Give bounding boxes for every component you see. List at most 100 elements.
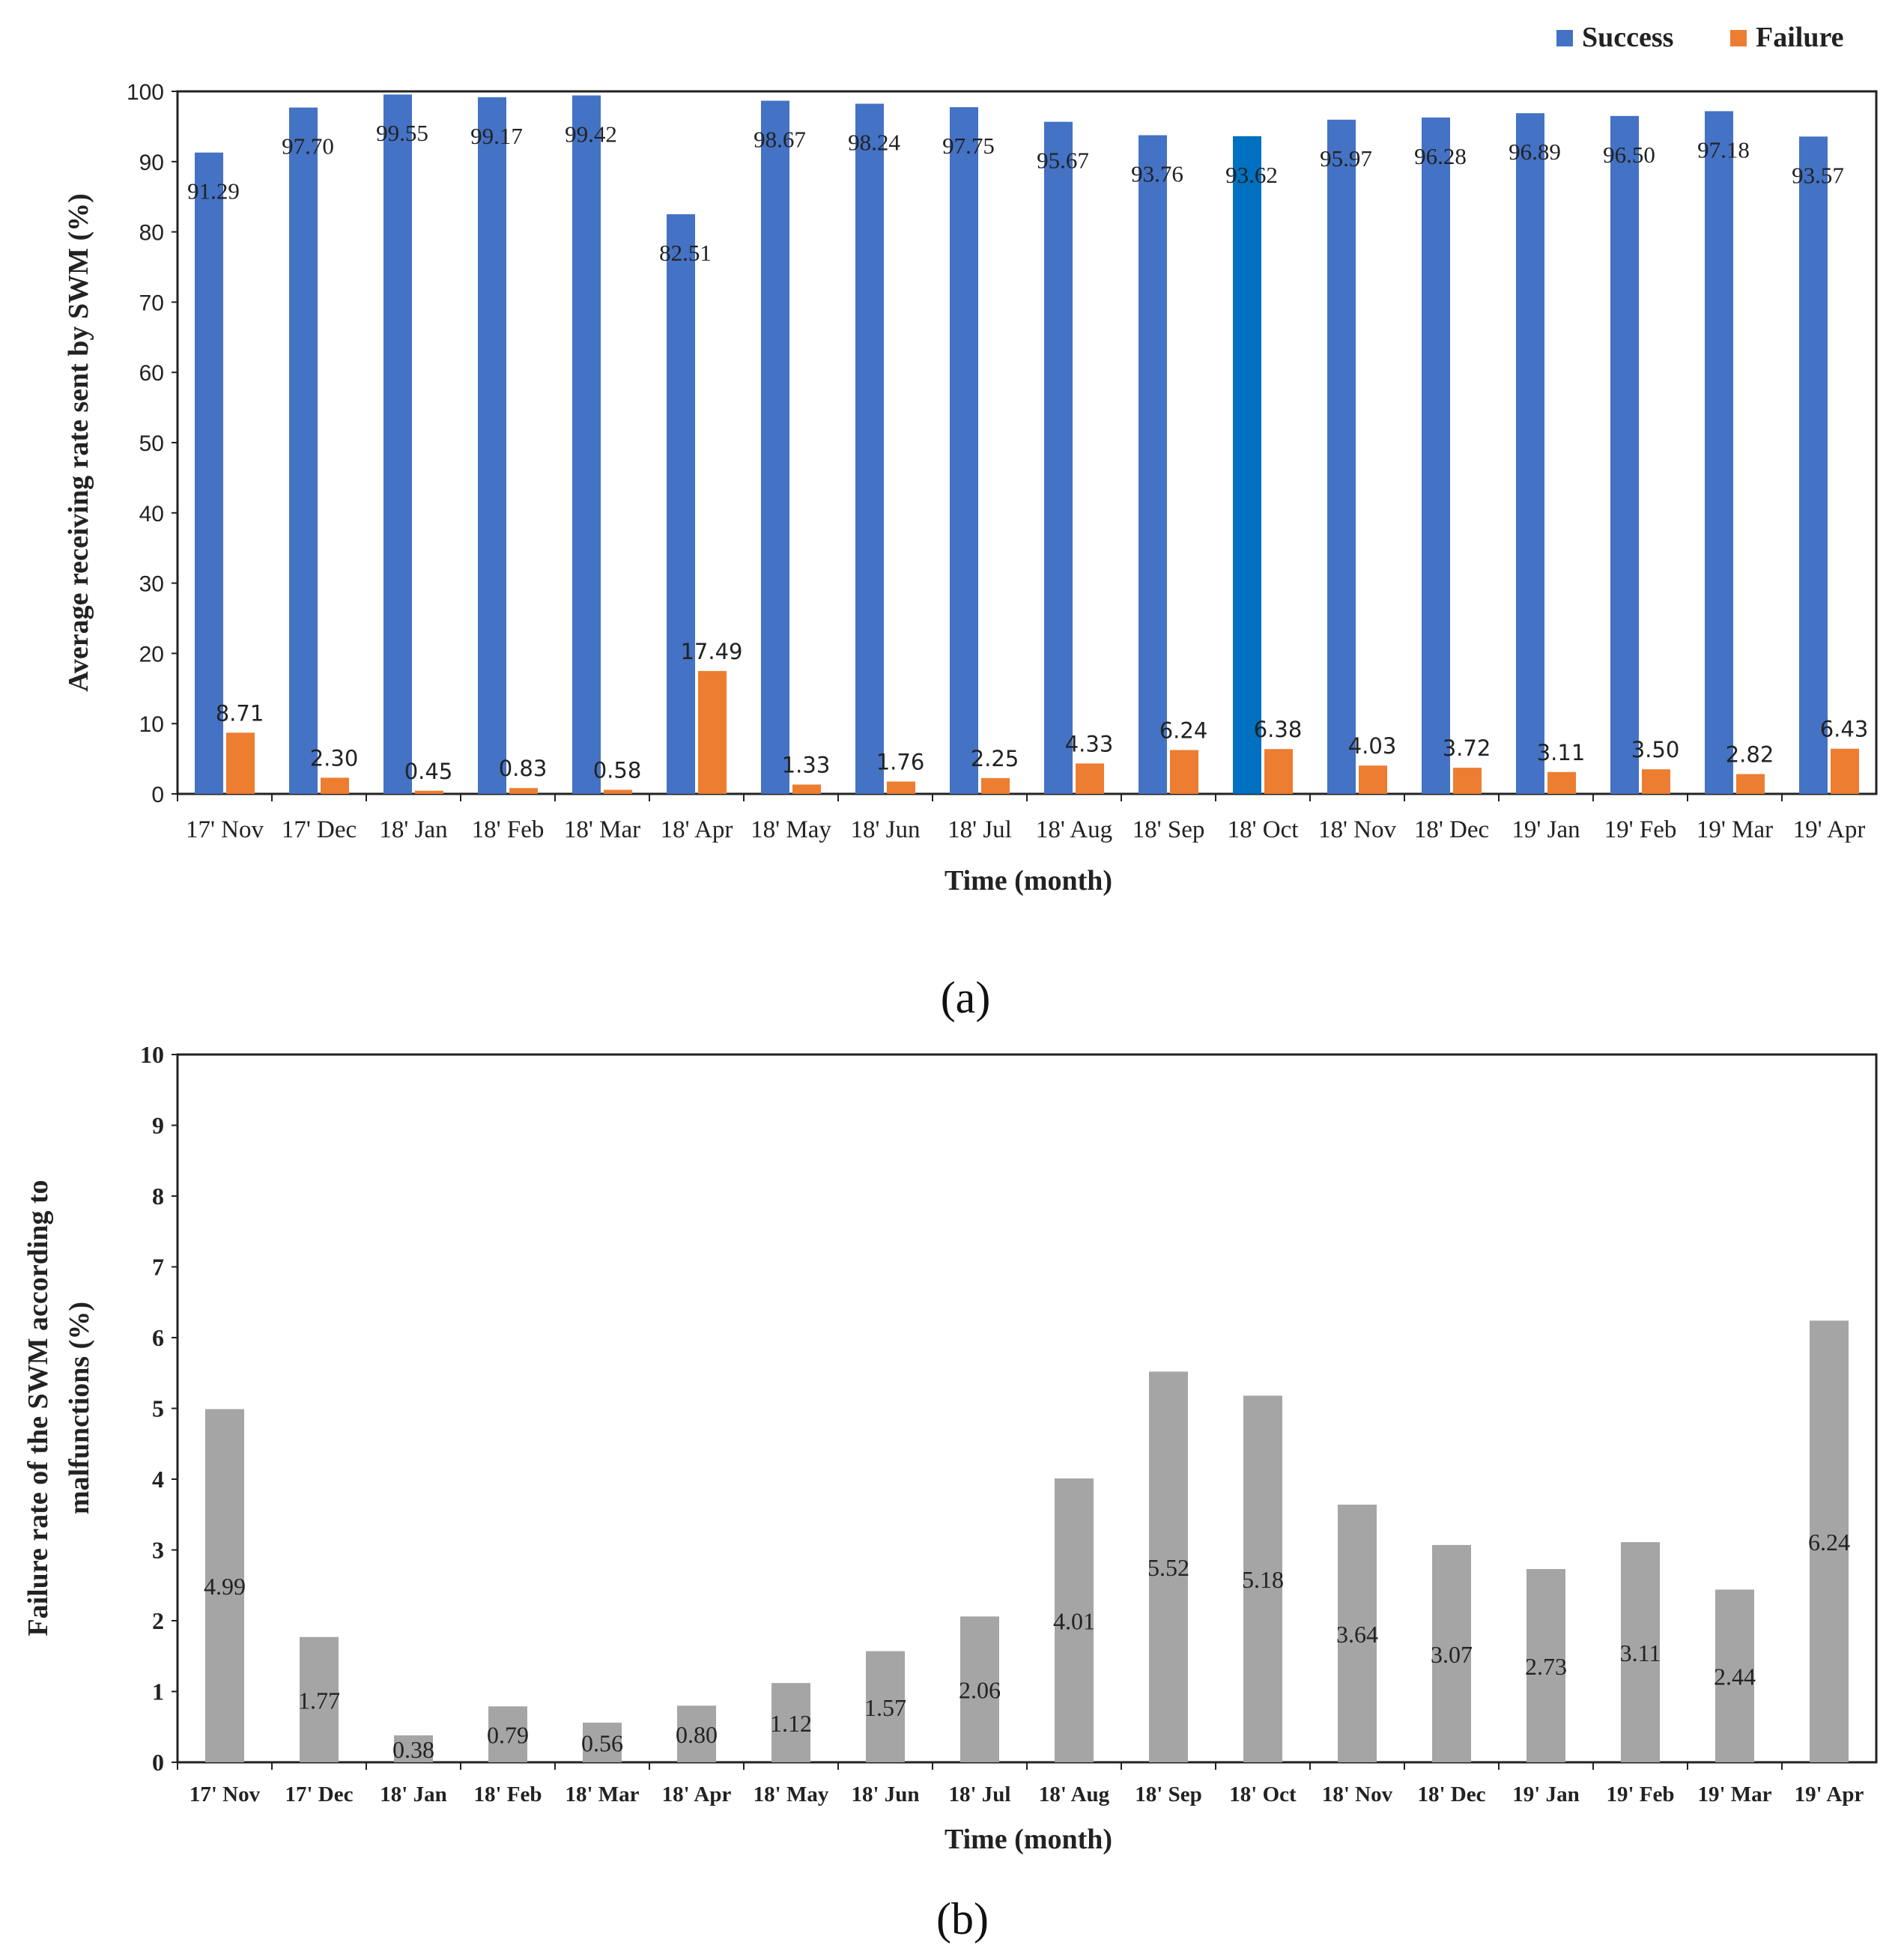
- data-label-failure: 6.24: [1159, 717, 1208, 743]
- bar-success: [667, 214, 695, 794]
- bar-success: [289, 107, 318, 795]
- bar-failure-rate: [205, 1409, 244, 1762]
- x-tick-label-b: 18' Nov: [1322, 1782, 1393, 1806]
- x-tick-label-b: 18' Aug: [1039, 1782, 1110, 1806]
- caption-a: (a): [941, 973, 991, 1022]
- bar-failure: [792, 784, 821, 794]
- bar-failure: [1831, 748, 1859, 794]
- x-tick-label-b: 18' May: [754, 1782, 829, 1806]
- y-tick-label-b: 9: [152, 1112, 164, 1139]
- data-label-success: 82.51: [659, 240, 712, 266]
- data-label-success: 99.17: [470, 123, 523, 149]
- data-label-success: 95.67: [1037, 148, 1089, 174]
- y-tick-label-b: 7: [152, 1254, 164, 1281]
- y-axis-title-a: Average receiving rate sent by SWM (%): [63, 193, 94, 692]
- x-tick-label-b: 17' Dec: [285, 1782, 354, 1806]
- bar-failure: [1170, 750, 1198, 794]
- y-tick-label-b: 4: [152, 1466, 164, 1493]
- y-tick-label-a: 60: [139, 361, 164, 386]
- data-label-success: 99.42: [565, 121, 617, 147]
- bar-failure: [1359, 765, 1387, 794]
- bar-failure-rate: [771, 1683, 810, 1762]
- data-label-success: 91.29: [187, 178, 240, 204]
- x-tick-label-a: 18' Jun: [850, 816, 920, 843]
- x-tick-label-b: 19' Mar: [1697, 1782, 1771, 1806]
- x-tick-label-b: 18' Jun: [851, 1782, 919, 1806]
- bar-failure: [321, 777, 349, 794]
- data-label-success: 93.76: [1131, 161, 1183, 187]
- data-label-failure-rate: 0.80: [676, 1721, 718, 1748]
- bar-success: [855, 103, 884, 795]
- bar-failure-rate: [1338, 1505, 1377, 1762]
- bar-success: [1044, 121, 1073, 794]
- bar-failure-rate: [1621, 1542, 1660, 1762]
- legend-swatch-success: [1556, 30, 1573, 46]
- data-label-failure-rate: 2.06: [959, 1677, 1001, 1704]
- x-tick-label-a: 19' Mar: [1697, 816, 1773, 843]
- y-tick-label-b: 0: [152, 1749, 164, 1776]
- data-label-failure-rate: 0.38: [392, 1736, 434, 1763]
- data-label-failure-rate: 4.01: [1053, 1608, 1095, 1635]
- x-tick-label-b: 19' Apr: [1795, 1782, 1864, 1806]
- x-tick-label-a: 18' Oct: [1228, 816, 1299, 843]
- data-label-failure-rate: 2.44: [1714, 1663, 1756, 1690]
- data-label-success: 97.75: [942, 133, 995, 159]
- y-tick-label-a: 0: [151, 783, 164, 807]
- data-label-success: 93.62: [1225, 162, 1278, 188]
- bar-success: [950, 107, 978, 795]
- bar-failure: [698, 670, 727, 794]
- data-label-failure: 8.71: [216, 700, 264, 726]
- bar-failure: [1264, 749, 1293, 794]
- x-tick-label-a: 19' Feb: [1604, 816, 1677, 843]
- bar-failure-rate: [866, 1651, 905, 1762]
- y-tick-label-a: 70: [139, 291, 164, 315]
- bar-success: [1139, 135, 1167, 795]
- caption-b: (b): [936, 1894, 989, 1944]
- x-tick-label-a: 18' Aug: [1036, 816, 1112, 843]
- data-label-failure: 2.25: [971, 746, 1019, 771]
- bar-failure: [604, 789, 632, 794]
- data-label-success: 97.70: [282, 133, 334, 160]
- y-tick-label-b: 10: [140, 1041, 164, 1068]
- y-tick-label-a: 80: [139, 221, 164, 246]
- x-tick-label-b: 18' Jan: [380, 1782, 446, 1806]
- x-tick-label-a: 19' Jan: [1512, 816, 1580, 843]
- y-tick-label-b: 1: [152, 1678, 164, 1705]
- x-tick-label-b: 17' Nov: [190, 1782, 261, 1806]
- bar-failure: [1076, 763, 1104, 794]
- bar-success: [1422, 117, 1450, 794]
- bar-failure-rate: [583, 1723, 622, 1762]
- x-tick-label-a: 18' Mar: [564, 816, 640, 843]
- data-label-failure: 4.03: [1348, 733, 1397, 759]
- data-label-failure-rate: 1.77: [298, 1687, 340, 1714]
- bar-success: [1516, 113, 1544, 794]
- x-tick-label-b: 18' Mar: [565, 1782, 639, 1806]
- data-label-failure: 0.58: [593, 758, 642, 783]
- data-label-failure: 6.38: [1254, 717, 1303, 742]
- data-label-failure: 4.33: [1065, 731, 1114, 756]
- bar-failure: [509, 788, 538, 794]
- bar-success: [1799, 136, 1828, 794]
- x-tick-label-b: 18' Apr: [662, 1782, 732, 1806]
- x-tick-label-b: 18' Oct: [1229, 1782, 1297, 1806]
- data-label-failure: 2.30: [310, 745, 359, 771]
- legend-swatch-failure: [1730, 30, 1747, 46]
- x-tick-label-b: 18' Dec: [1418, 1782, 1486, 1806]
- data-label-failure-rate: 1.57: [864, 1694, 906, 1721]
- bar-success: [1610, 115, 1639, 794]
- data-label-failure-rate: 3.64: [1336, 1621, 1378, 1648]
- bar-failure-rate: [394, 1735, 433, 1762]
- bar-failure: [1547, 771, 1576, 794]
- data-label-success: 96.28: [1414, 143, 1467, 169]
- bar-success: [761, 100, 789, 794]
- y-tick-label-a: 20: [139, 642, 164, 667]
- x-tick-label-a: 18' Dec: [1414, 816, 1489, 843]
- legend-a: Success Failure: [1556, 22, 1844, 53]
- data-label-failure-rate: 0.56: [581, 1730, 623, 1757]
- y-tick-label-a: 40: [139, 502, 164, 527]
- data-label-failure: 6.43: [1820, 717, 1869, 742]
- data-label-success: 97.18: [1697, 136, 1750, 163]
- data-label-success: 95.97: [1320, 145, 1372, 172]
- data-label-failure: 1.33: [782, 753, 831, 778]
- data-label-success: 99.55: [376, 120, 428, 146]
